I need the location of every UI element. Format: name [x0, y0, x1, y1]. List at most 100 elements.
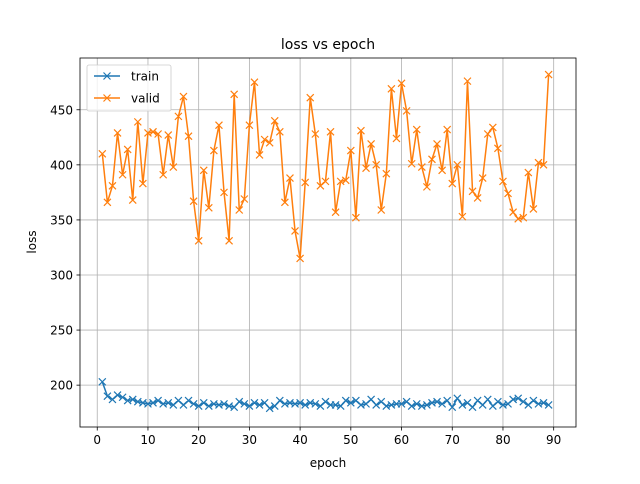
- data-point-valid: [367, 139, 376, 148]
- data-point-train: [255, 401, 264, 409]
- data-point-valid: [453, 160, 462, 169]
- x-tick-label: 50: [343, 433, 358, 447]
- y-tick-label: 400: [50, 158, 73, 172]
- data-point-valid: [159, 170, 168, 179]
- data-point-valid: [184, 132, 193, 141]
- x-tick-label: 10: [140, 433, 155, 447]
- data-point-valid: [341, 176, 350, 185]
- legend-entry-valid: valid: [94, 92, 160, 106]
- data-point-train: [544, 401, 553, 409]
- x-tick-label: 70: [445, 433, 460, 447]
- data-point-valid: [204, 203, 213, 212]
- data-point-train: [397, 399, 406, 408]
- data-point-valid: [230, 90, 239, 99]
- data-point-valid: [438, 166, 447, 175]
- data-point-train: [311, 399, 320, 408]
- data-point-valid: [209, 146, 218, 155]
- legend: train valid: [86, 64, 172, 112]
- data-point-valid: [357, 126, 365, 135]
- data-point-train: [438, 399, 447, 408]
- data-point-train: [98, 377, 107, 386]
- data-point-valid: [387, 84, 396, 93]
- data-point-valid: [306, 93, 315, 102]
- data-point-train: [514, 394, 523, 403]
- data-point-train: [118, 393, 127, 402]
- data-point-train: [407, 402, 416, 410]
- data-point-train: [240, 399, 249, 408]
- data-point-valid: [478, 174, 487, 182]
- data-point-valid: [301, 178, 310, 187]
- data-point-train: [220, 399, 228, 408]
- data-point-valid: [280, 198, 289, 207]
- data-point-valid: [235, 206, 244, 214]
- data-point-valid: [524, 168, 533, 177]
- data-point-valid: [123, 145, 132, 154]
- data-point-valid: [169, 163, 178, 171]
- data-point-valid: [504, 189, 512, 198]
- data-point-valid: [291, 227, 299, 235]
- data-point-train: [529, 396, 538, 405]
- data-point-train: [372, 401, 381, 409]
- data-point-valid: [220, 188, 228, 197]
- y-tick-label: 350: [50, 213, 73, 227]
- data-point-valid: [149, 127, 157, 136]
- data-point-valid: [463, 77, 472, 86]
- data-point-train: [433, 397, 441, 406]
- data-point-valid: [493, 144, 502, 153]
- x-tick-label: 30: [242, 433, 257, 447]
- data-point-valid: [225, 236, 234, 245]
- data-point-valid: [529, 204, 538, 213]
- data-point-valid: [215, 121, 223, 130]
- data-point-valid: [382, 169, 391, 178]
- data-point-valid: [428, 155, 436, 164]
- data-point-train: [448, 403, 457, 412]
- grid: [80, 58, 576, 427]
- data-point-valid: [372, 160, 381, 169]
- data-point-valid: [346, 146, 355, 155]
- data-point-valid: [128, 196, 137, 205]
- data-point-valid: [113, 128, 122, 137]
- data-point-valid: [519, 213, 528, 222]
- data-point-train: [275, 396, 284, 405]
- data-point-train: [164, 398, 173, 407]
- data-point-valid: [422, 182, 431, 191]
- x-tick-label: 80: [495, 433, 510, 447]
- y-tick-label: 300: [50, 268, 73, 282]
- data-point-valid: [286, 174, 294, 182]
- legend-entry-train: train: [94, 70, 159, 84]
- data-point-valid: [331, 208, 340, 217]
- data-point-valid: [270, 116, 279, 125]
- data-point-valid: [311, 130, 320, 138]
- data-point-valid: [433, 139, 441, 148]
- data-point-valid: [240, 195, 249, 203]
- data-point-train: [453, 394, 462, 403]
- x-tick-label: 20: [191, 433, 206, 447]
- data-point-valid: [260, 135, 269, 144]
- data-point-valid: [407, 159, 416, 168]
- data-point-valid: [154, 130, 163, 138]
- data-point-valid: [326, 127, 335, 136]
- data-point-valid: [179, 92, 188, 101]
- data-point-valid: [164, 131, 173, 140]
- data-point-train: [412, 399, 421, 408]
- data-point-train: [539, 398, 548, 407]
- chart-title: loss vs epoch: [281, 37, 375, 53]
- data-point-train: [128, 395, 137, 404]
- legend-marker-train: [103, 72, 111, 80]
- data-point-valid: [351, 213, 360, 222]
- legend-label-valid: valid: [131, 92, 160, 106]
- data-point-valid: [265, 138, 274, 147]
- data-point-valid: [174, 112, 183, 121]
- data-point-valid: [402, 106, 411, 115]
- axis-ticks: 0 10 20 30 40 50 60 70 80 90 200 250 300 350 400 450: [50, 103, 561, 447]
- data-point-valid: [534, 158, 543, 167]
- legend-marker-valid: [103, 94, 111, 102]
- data-point-valid: [377, 206, 386, 214]
- plot-frame: [79, 57, 577, 428]
- legend-label-train: train: [131, 70, 159, 84]
- data-point-train: [468, 403, 477, 412]
- data-point-train: [301, 401, 310, 409]
- data-point-train: [154, 396, 163, 405]
- data-point-train: [113, 391, 122, 399]
